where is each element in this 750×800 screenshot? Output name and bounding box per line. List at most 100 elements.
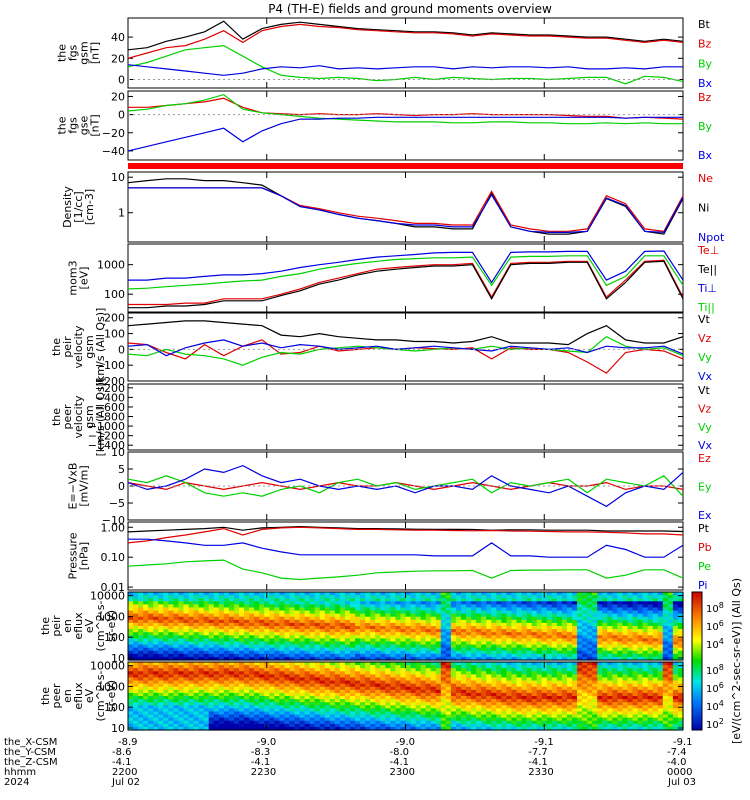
spectrogram-cell bbox=[637, 705, 644, 709]
spectrogram-cell bbox=[461, 632, 467, 636]
spectrogram-cell bbox=[163, 647, 169, 652]
spectrogram-cell bbox=[632, 647, 639, 652]
spectrogram-cell bbox=[153, 689, 159, 694]
spectrogram-cell bbox=[420, 671, 427, 675]
spectrogram-cell bbox=[587, 714, 593, 719]
spectrogram-cell bbox=[486, 644, 492, 649]
spectrogram-cell bbox=[657, 626, 664, 630]
spectrogram-cell bbox=[380, 674, 386, 679]
spectrogram-cell bbox=[662, 638, 669, 643]
spectrogram-cell bbox=[526, 632, 533, 636]
spectrogram-cell bbox=[526, 607, 533, 612]
spectrogram-cell bbox=[662, 619, 669, 624]
spectrogram-cell bbox=[218, 604, 225, 609]
spectrogram-cell bbox=[228, 598, 235, 602]
spectrogram-cell bbox=[375, 653, 381, 658]
spectrogram-cell bbox=[213, 613, 220, 618]
spectrogram-cell bbox=[471, 680, 477, 685]
spectrogram-cell bbox=[395, 702, 402, 706]
spectrogram-cell bbox=[501, 714, 508, 719]
spectrogram-cell bbox=[572, 598, 578, 602]
spectrogram-cell bbox=[158, 622, 164, 627]
spectrogram-cell bbox=[566, 598, 573, 602]
spectrogram-cell bbox=[526, 708, 533, 713]
spectrogram-cell bbox=[193, 629, 200, 633]
spectrogram-cell bbox=[425, 638, 432, 643]
spectrogram-cell bbox=[375, 622, 381, 627]
spectrogram-cell bbox=[435, 601, 442, 605]
y-tick-label: 0.01 bbox=[101, 581, 126, 594]
spectrogram-cell bbox=[556, 723, 563, 728]
spectrogram-cell bbox=[329, 613, 336, 618]
spectrogram-cell bbox=[536, 638, 543, 643]
spectrogram-cell bbox=[466, 705, 472, 709]
spectrogram-cell bbox=[173, 656, 180, 661]
spectrogram-cell bbox=[264, 717, 270, 722]
spectrogram-cell bbox=[249, 641, 255, 646]
spectrogram-cell bbox=[672, 629, 679, 633]
spectrogram-cell bbox=[425, 726, 432, 731]
spectrogram-cell bbox=[228, 647, 235, 652]
spectrogram-cell bbox=[511, 708, 518, 713]
spectrogram-cell bbox=[299, 683, 306, 688]
spectrogram-cell bbox=[193, 699, 200, 703]
spectrogram-cell bbox=[546, 616, 553, 621]
spectrogram-cell bbox=[647, 638, 654, 643]
spectrogram-cell bbox=[612, 644, 619, 649]
spectrogram-cell bbox=[370, 632, 376, 636]
spectrogram-cell bbox=[556, 604, 563, 609]
spectrogram-cell bbox=[213, 674, 220, 679]
spectrogram-cell bbox=[637, 699, 644, 703]
spectrogram-cell bbox=[138, 662, 144, 666]
spectrogram-cell bbox=[627, 726, 634, 731]
spectrogram-cell bbox=[158, 592, 164, 596]
spectrogram-cell bbox=[350, 696, 356, 700]
spectrogram-cell bbox=[153, 662, 159, 666]
spectrogram-cell bbox=[425, 714, 432, 719]
spectrogram-cell bbox=[521, 629, 528, 633]
spectrogram-cell bbox=[577, 607, 583, 612]
spectrogram-cell bbox=[602, 619, 608, 624]
spectrogram-cell bbox=[511, 610, 518, 615]
spectrogram-cell bbox=[329, 702, 336, 706]
spectrogram-cell bbox=[365, 689, 371, 694]
spectrogram-cell bbox=[299, 604, 306, 609]
spectrogram-cell bbox=[551, 674, 558, 679]
spectrogram-cell bbox=[390, 671, 397, 675]
spectrogram-cell bbox=[496, 653, 502, 658]
spectrogram-cell bbox=[193, 683, 200, 688]
spectrogram-cell bbox=[450, 616, 457, 621]
spectrogram-cell bbox=[572, 680, 578, 685]
spectrogram-cell bbox=[420, 668, 427, 672]
spectrogram-cell bbox=[667, 613, 674, 618]
spectrogram-cell bbox=[536, 671, 543, 675]
spectrogram-cell bbox=[339, 653, 346, 658]
spectrogram-cell bbox=[254, 616, 260, 621]
spectrogram-cell bbox=[390, 714, 397, 719]
spectrogram-cell bbox=[218, 619, 225, 624]
spectrogram-cell bbox=[461, 653, 467, 658]
y-axis-label-line: gsm bbox=[78, 41, 91, 64]
spectrogram-cell bbox=[455, 650, 462, 655]
spectrogram-cell bbox=[294, 619, 301, 624]
spectrogram-cell bbox=[365, 723, 371, 728]
spectrogram-cell bbox=[627, 689, 634, 694]
spectrogram-cell bbox=[334, 680, 341, 685]
spectrogram-cell bbox=[471, 635, 477, 639]
spectrogram-cell bbox=[577, 626, 583, 630]
spectrogram-cell bbox=[672, 610, 679, 615]
spectrogram-cell bbox=[324, 677, 331, 682]
spectrogram-cell bbox=[541, 607, 548, 612]
spectrogram-cell bbox=[672, 635, 679, 639]
spectrogram-cell bbox=[461, 622, 467, 627]
spectrogram-cell bbox=[607, 696, 613, 700]
spectrogram-cell bbox=[572, 604, 578, 609]
spectrogram-cell bbox=[597, 705, 603, 709]
spectrogram-cell bbox=[440, 616, 447, 621]
spectrogram-cell bbox=[587, 626, 593, 630]
spectrogram-cell bbox=[198, 720, 205, 725]
spectrogram-cell bbox=[304, 616, 311, 621]
spectrogram-cell bbox=[370, 644, 376, 649]
spectrogram-cell bbox=[158, 692, 164, 697]
spectrogram-cell bbox=[244, 619, 250, 624]
